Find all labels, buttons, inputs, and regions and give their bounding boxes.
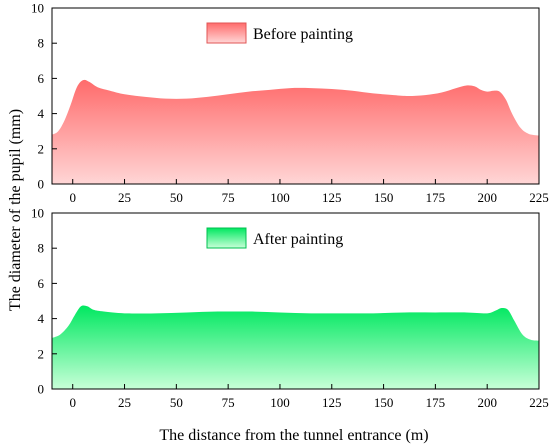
series-area-2 bbox=[52, 305, 539, 389]
x-tick-label: 175 bbox=[426, 395, 446, 410]
y-tick-label: 0 bbox=[38, 177, 45, 192]
legend-label-1: Before painting bbox=[253, 26, 353, 43]
x-tick-label: 125 bbox=[322, 395, 342, 410]
x-tick-label: 25 bbox=[118, 395, 131, 410]
y-tick-label: 4 bbox=[38, 106, 45, 121]
x-tick-label: 25 bbox=[118, 190, 131, 205]
x-tick-label: 175 bbox=[426, 190, 446, 205]
legend-swatch-1 bbox=[206, 22, 247, 44]
y-tick-label: 4 bbox=[38, 311, 45, 326]
x-tick-label: 75 bbox=[222, 190, 235, 205]
plot-frame-1 bbox=[51, 7, 540, 185]
y-tick-label: 6 bbox=[38, 71, 45, 86]
x-tick-label: 50 bbox=[170, 190, 183, 205]
x-tick-label: 50 bbox=[170, 395, 183, 410]
x-tick-label: 225 bbox=[529, 190, 549, 205]
x-axis-title: The distance from the tunnel entrance (m… bbox=[159, 427, 428, 444]
x-tick-label: 0 bbox=[69, 395, 76, 410]
plot-frame-2 bbox=[51, 212, 540, 390]
y-tick-label: 2 bbox=[38, 346, 45, 361]
x-tick-label: 100 bbox=[270, 395, 290, 410]
y-tick-label: 6 bbox=[38, 276, 45, 291]
legend-swatch-2 bbox=[206, 227, 247, 249]
x-tick-label: 225 bbox=[529, 395, 549, 410]
y-tick-label: 8 bbox=[38, 241, 45, 256]
x-tick-label: 100 bbox=[270, 190, 290, 205]
legend-label-2: After painting bbox=[253, 231, 343, 248]
y-axis-title: The diameter of the pupil (mm) bbox=[7, 109, 24, 311]
x-tick-label: 200 bbox=[477, 395, 497, 410]
x-tick-label: 150 bbox=[374, 190, 394, 205]
x-tick-label: 125 bbox=[322, 190, 342, 205]
series-area-1 bbox=[52, 79, 539, 184]
x-tick-label: 200 bbox=[477, 190, 497, 205]
y-tick-label: 0 bbox=[38, 382, 45, 397]
x-tick-label: 150 bbox=[374, 395, 394, 410]
y-tick-label: 10 bbox=[31, 1, 44, 16]
x-tick-label: 0 bbox=[69, 190, 76, 205]
x-tick-label: 75 bbox=[222, 395, 235, 410]
y-tick-label: 10 bbox=[31, 206, 44, 221]
y-tick-label: 2 bbox=[38, 141, 45, 156]
y-tick-label: 8 bbox=[38, 36, 45, 51]
